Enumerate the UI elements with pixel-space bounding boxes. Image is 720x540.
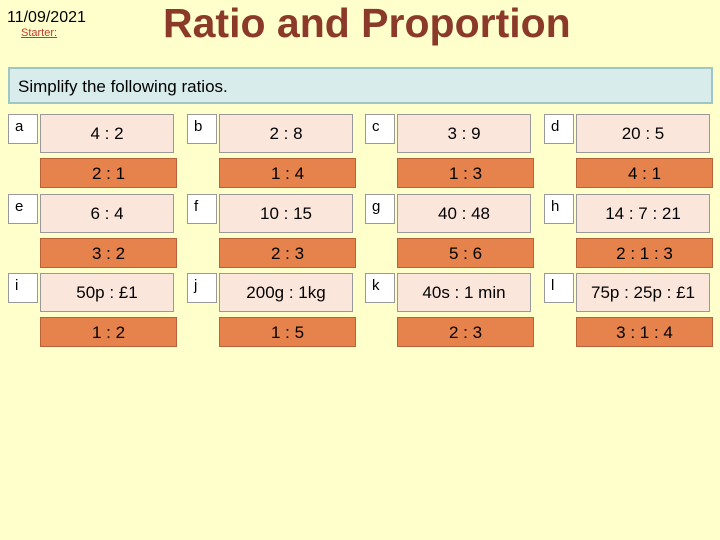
answer-cell: 3 : 2 <box>40 238 177 268</box>
question-label: f <box>187 194 217 224</box>
answer-cell: 3 : 1 : 4 <box>576 317 713 347</box>
answer-cell: 1 : 4 <box>219 158 356 188</box>
answer-cell: 5 : 6 <box>397 238 534 268</box>
question-label: a <box>8 114 38 144</box>
question-cell: 6 : 4 <box>40 194 174 233</box>
question-cell: 2 : 8 <box>219 114 353 153</box>
question-cell: 10 : 15 <box>219 194 353 233</box>
instruction-box: Simplify the following ratios. <box>8 67 713 104</box>
answer-cell: 1 : 5 <box>219 317 356 347</box>
answer-cell: 1 : 3 <box>397 158 534 188</box>
question-label: g <box>365 194 395 224</box>
answer-cell: 2 : 3 <box>397 317 534 347</box>
question-label: d <box>544 114 574 144</box>
answer-cell: 1 : 2 <box>40 317 177 347</box>
question-label: i <box>8 273 38 303</box>
question-cell: 3 : 9 <box>397 114 531 153</box>
question-cell: 200g : 1kg <box>219 273 353 312</box>
question-cell: 50p : £1 <box>40 273 174 312</box>
question-cell: 40 : 48 <box>397 194 531 233</box>
page-title: Ratio and Proportion <box>163 0 571 46</box>
question-cell: 40s : 1 min <box>397 273 531 312</box>
question-cell: 14 : 7 : 21 <box>576 194 710 233</box>
answer-cell: 2 : 1 : 3 <box>576 238 713 268</box>
question-label: b <box>187 114 217 144</box>
question-label: h <box>544 194 574 224</box>
answer-cell: 2 : 3 <box>219 238 356 268</box>
question-label: l <box>544 273 574 303</box>
question-cell: 20 : 5 <box>576 114 710 153</box>
question-label: c <box>365 114 395 144</box>
starter-link[interactable]: Starter: <box>21 27 58 39</box>
answer-cell: 4 : 1 <box>576 158 713 188</box>
question-cell: 75p : 25p : £1 <box>576 273 710 312</box>
date: 11/09/2021 <box>7 9 86 26</box>
question-label: k <box>365 273 395 303</box>
question-cell: 4 : 2 <box>40 114 174 153</box>
question-label: e <box>8 194 38 224</box>
question-label: j <box>187 273 217 303</box>
answer-cell: 2 : 1 <box>40 158 177 188</box>
